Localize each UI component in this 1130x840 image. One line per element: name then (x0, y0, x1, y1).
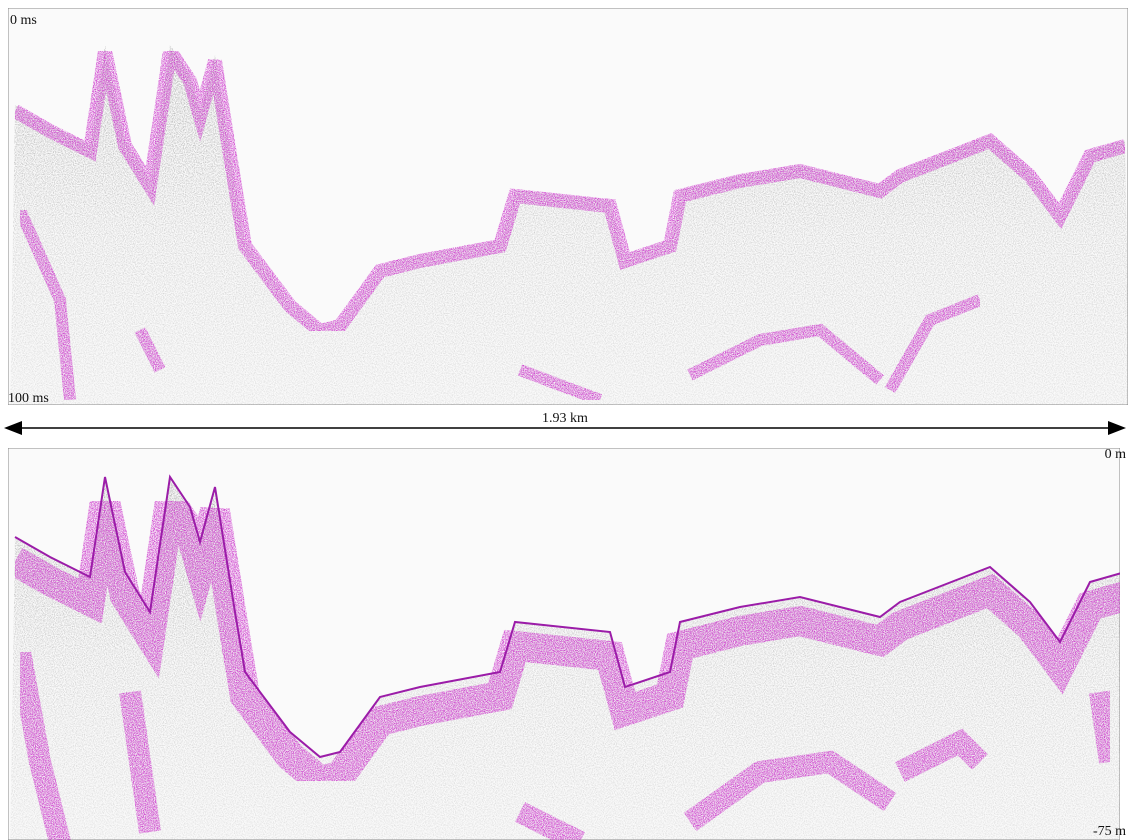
scale-arrow: 1.93 km (4, 411, 1126, 435)
bottom-label: 100 ms (8, 391, 49, 406)
sub-reflector (9, 650, 1120, 840)
sub-reflector (14, 207, 983, 405)
bottom-panel (8, 448, 1120, 840)
top-panel (8, 8, 1128, 405)
top-label: 0 m (1105, 447, 1127, 462)
top-label: 0 ms (10, 13, 37, 28)
scale-label: 1.93 km (542, 411, 588, 426)
bottom-label: -75 m (1093, 824, 1126, 839)
